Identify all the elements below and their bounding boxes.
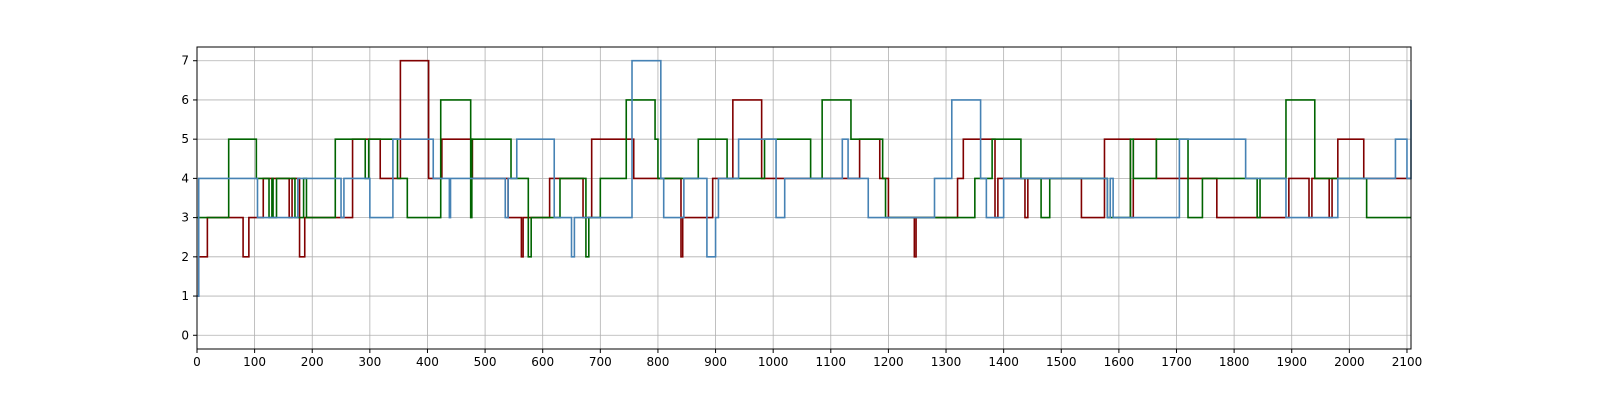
y-tick-label: 2 (181, 250, 189, 264)
x-tick-label: 1500 (1046, 355, 1077, 369)
grid-lines (196, 47, 1411, 349)
x-tick-label: 200 (301, 355, 324, 369)
x-axis: 0 100 200 300 400 500 600 700 800 900 1000 1100 1200… (193, 349, 1422, 369)
x-tick-label: 400 (416, 355, 439, 369)
x-tick-label: 800 (646, 355, 669, 369)
x-tick-label: 1400 (988, 355, 1019, 369)
x-tick-label: 1000 (758, 355, 789, 369)
y-tick-label: 6 (181, 93, 189, 107)
y-tick-label: 3 (181, 211, 189, 225)
x-tick-label: 1800 (1219, 355, 1250, 369)
plot-frame (196, 46, 1412, 350)
y-axis: 0 1 2 3 4 5 6 7 (181, 54, 197, 342)
x-tick-label: 1300 (931, 355, 962, 369)
y-tick-label: 7 (181, 54, 189, 68)
x-tick-label: 600 (531, 355, 554, 369)
x-tick-label: 900 (704, 355, 727, 369)
x-tick-label: 1200 (873, 355, 904, 369)
x-tick-label: 2000 (1334, 355, 1365, 369)
x-tick-label: 1600 (1104, 355, 1135, 369)
y-tick-label: 1 (181, 289, 189, 303)
x-tick-label: 100 (243, 355, 266, 369)
x-tick-label: 300 (358, 355, 381, 369)
x-tick-label: 1700 (1161, 355, 1192, 369)
x-tick-label: 500 (474, 355, 497, 369)
x-tick-label: 1900 (1276, 355, 1307, 369)
y-tick-label: 0 (181, 328, 189, 342)
x-tick-label: 700 (589, 355, 612, 369)
series-line-3 (197, 59, 1412, 297)
x-tick-label: 0 (193, 355, 201, 369)
x-tick-label: 2100 (1392, 355, 1423, 369)
x-tick-label: 1100 (816, 355, 847, 369)
series-layer (197, 59, 1412, 297)
y-tick-label: 4 (181, 171, 189, 185)
series-line-2 (197, 99, 1411, 258)
y-tick-label: 5 (181, 132, 189, 146)
